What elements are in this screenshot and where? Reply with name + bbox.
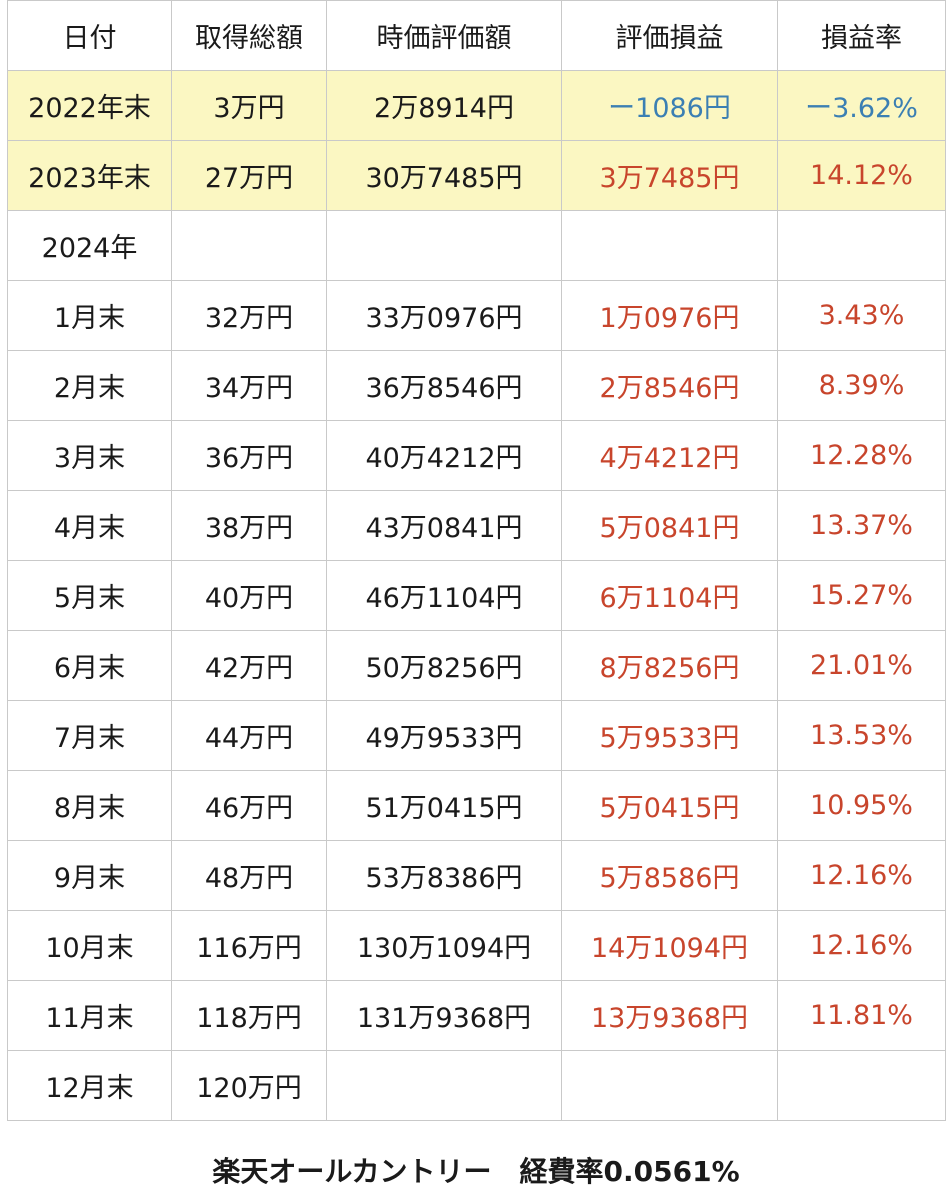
cell-date: 1月末 — [7, 280, 172, 351]
cell-rate: 13.37% — [777, 490, 946, 561]
table-row: 12月末 120万円 — [7, 1050, 946, 1121]
table-row: 2024年 — [7, 210, 946, 281]
cell-market-value: 131万9368円 — [326, 980, 562, 1051]
cell-market-value: 130万1094円 — [326, 910, 562, 981]
cell-cost: 46万円 — [171, 770, 327, 841]
cell-rate — [777, 1050, 946, 1121]
cell-rate: 15.27% — [777, 560, 946, 631]
cell-rate: 3.43% — [777, 280, 946, 351]
cell-gain: 3万7485円 — [561, 140, 778, 211]
cell-gain: 5万0415円 — [561, 770, 778, 841]
cell-rate: 13.53% — [777, 700, 946, 771]
cell-date: 11月末 — [7, 980, 172, 1051]
cell-gain — [561, 210, 778, 281]
cell-cost: 34万円 — [171, 350, 327, 421]
cell-market-value: 53万8386円 — [326, 840, 562, 911]
cell-market-value — [326, 1050, 562, 1121]
cell-rate: 12.16% — [777, 910, 946, 981]
header-market-value: 時価評価額 — [326, 0, 562, 71]
cell-date: 7月末 — [7, 700, 172, 771]
cell-date: 2024年 — [7, 210, 172, 281]
cell-gain: 5万9533円 — [561, 700, 778, 771]
table-row: 7月末 44万円 49万9533円 5万9533円 13.53% — [7, 700, 946, 771]
table-row: 3月末 36万円 40万4212円 4万4212円 12.28% — [7, 420, 946, 491]
cell-gain: 14万1094円 — [561, 910, 778, 981]
cell-gain: 2万8546円 — [561, 350, 778, 421]
cell-date: 2月末 — [7, 350, 172, 421]
header-row: 日付 取得総額 時価評価額 評価損益 損益率 — [7, 0, 946, 71]
cell-gain: 8万8256円 — [561, 630, 778, 701]
header-cost: 取得総額 — [171, 0, 327, 71]
fund-performance-table: 日付 取得総額 時価評価額 評価損益 損益率 2022年末 3万円 2万8914円ー… — [7, 0, 946, 1121]
cell-date: 6月末 — [7, 630, 172, 701]
table-row: 2月末 34万円 36万8546円 2万8546円 8.39% — [7, 350, 946, 421]
cell-gain: 13万9368円 — [561, 980, 778, 1051]
fund-caption: 楽天オールカントリー 経費率0.0561% — [212, 1155, 740, 1188]
table-row: 4月末 38万円 43万0841円 5万0841円 13.37% — [7, 490, 946, 561]
cell-rate: 10.95% — [777, 770, 946, 841]
cell-gain: 6万1104円 — [561, 560, 778, 631]
cell-cost: 38万円 — [171, 490, 327, 561]
cell-date: 5月末 — [7, 560, 172, 631]
cell-date: 4月末 — [7, 490, 172, 561]
cell-gain — [561, 1050, 778, 1121]
cell-cost: 32万円 — [171, 280, 327, 351]
cell-cost: 3万円 — [171, 70, 327, 141]
cell-market-value: 49万9533円 — [326, 700, 562, 771]
table-row: 11月末 118万円 131万9368円 13万9368円 11.81% — [7, 980, 946, 1051]
cell-cost — [171, 210, 327, 281]
cell-date: 2023年末 — [7, 140, 172, 211]
table-row: 2023年末 27万円 30万7485円 3万7485円 14.12% — [7, 140, 946, 211]
cell-gain: 5万8586円 — [561, 840, 778, 911]
cell-rate: 11.81% — [777, 980, 946, 1051]
cell-date: 3月末 — [7, 420, 172, 491]
cell-gain: 5万0841円 — [561, 490, 778, 561]
cell-date: 10月末 — [7, 910, 172, 981]
header-rate: 損益率 — [777, 0, 946, 71]
cell-date: 9月末 — [7, 840, 172, 911]
cell-rate: 12.28% — [777, 420, 946, 491]
cell-rate: 8.39% — [777, 350, 946, 421]
cell-rate: ー3.62% — [777, 70, 946, 141]
table-row: 8月末 46万円 51万0415円 5万0415円 10.95% — [7, 770, 946, 841]
cell-gain: ー1086円 — [561, 70, 778, 141]
cell-rate: 21.01% — [777, 630, 946, 701]
cell-market-value: 40万4212円 — [326, 420, 562, 491]
cell-market-value: 43万0841円 — [326, 490, 562, 561]
table-row: 2022年末 3万円 2万8914円 ー1086円 ー3.62% — [7, 70, 946, 141]
cell-gain: 4万4212円 — [561, 420, 778, 491]
cell-cost: 40万円 — [171, 560, 327, 631]
header-gain: 評価損益 — [561, 0, 778, 71]
cell-date: 8月末 — [7, 770, 172, 841]
cell-cost: 120万円 — [171, 1050, 327, 1121]
table-row: 6月末 42万円 50万8256円 8万8256円 21.01% — [7, 630, 946, 701]
cell-cost: 48万円 — [171, 840, 327, 911]
cell-cost: 27万円 — [171, 140, 327, 211]
cell-market-value: 33万0976円 — [326, 280, 562, 351]
header-date: 日付 — [7, 0, 172, 71]
cell-rate: 14.12% — [777, 140, 946, 211]
cell-market-value: 46万1104円 — [326, 560, 562, 631]
cell-rate — [777, 210, 946, 281]
cell-market-value: 2万8914円 — [326, 70, 562, 141]
cell-date: 2022年末 — [7, 70, 172, 141]
cell-cost: 44万円 — [171, 700, 327, 771]
cell-cost: 118万円 — [171, 980, 327, 1051]
cell-cost: 116万円 — [171, 910, 327, 981]
table-row: 10月末 116万円 130万1094円 14万1094円 12.16% — [7, 910, 946, 981]
cell-market-value — [326, 210, 562, 281]
table-body: 日付 取得総額 時価評価額 評価損益 損益率 2022年末 3万円 2万8914円ー… — [7, 0, 946, 1121]
table-row: 1月末 32万円 33万0976円 1万0976円 3.43% — [7, 280, 946, 351]
cell-cost: 42万円 — [171, 630, 327, 701]
cell-market-value: 36万8546円 — [326, 350, 562, 421]
cell-market-value: 30万7485円 — [326, 140, 562, 211]
cell-market-value: 51万0415円 — [326, 770, 562, 841]
cell-gain: 1万0976円 — [561, 280, 778, 351]
cell-cost: 36万円 — [171, 420, 327, 491]
cell-market-value: 50万8256円 — [326, 630, 562, 701]
table-row: 5月末 40万円 46万1104円 6万1104円 15.27% — [7, 560, 946, 631]
cell-rate: 12.16% — [777, 840, 946, 911]
cell-date: 12月末 — [7, 1050, 172, 1121]
table-row: 9月末 48万円 53万8386円 5万8586円 12.16% — [7, 840, 946, 911]
